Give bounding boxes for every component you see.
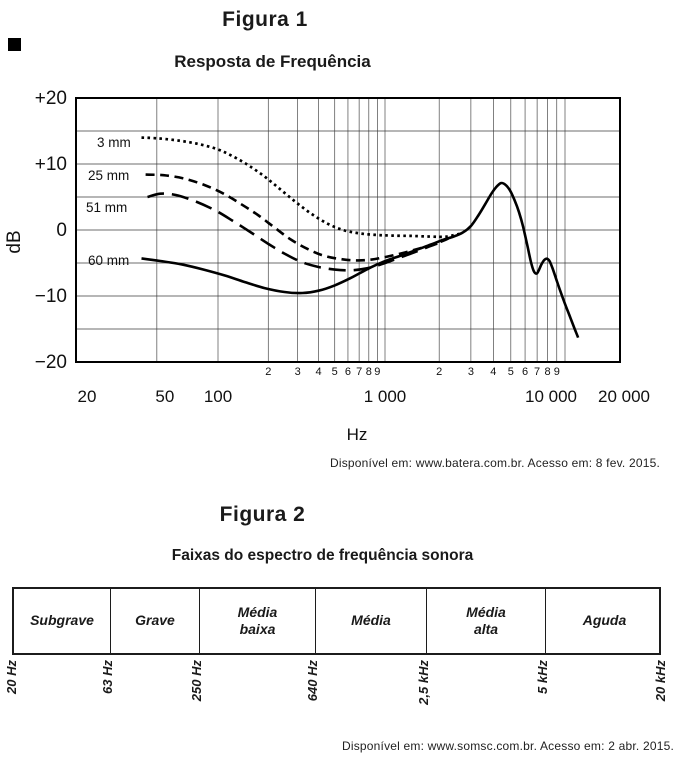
y-axis-tick-label: −10 — [35, 286, 67, 307]
x-axis-minor-label: 6 — [522, 366, 528, 378]
x-axis-minor-label: 4 — [490, 366, 496, 378]
x-axis-minor-label: 2 — [436, 366, 442, 378]
band-cell-aguda: Aguda — [545, 589, 663, 653]
series-curve-60mm — [141, 181, 580, 339]
series-label: 60 mm — [88, 253, 129, 268]
x-axis-tick-label: 20 — [78, 387, 97, 406]
x-axis-minor-label: 7 — [356, 366, 362, 378]
x-axis-minor-label: 5 — [332, 366, 338, 378]
x-axis-minor-label: 3 — [468, 366, 474, 378]
band-cell-média-baixa: Média baixa — [199, 589, 315, 653]
series-label: 25 mm — [88, 168, 129, 183]
y-axis-tick-label: +20 — [35, 88, 67, 109]
series-curve-3mm — [141, 136, 463, 239]
figure1-source-attribution: Disponível em: www.batera.com.br. Acesso… — [330, 456, 660, 470]
frequency-boundary-labels: 20 Hz 63 Hz 250 Hz 640 Hz 2,5 kHz 5 kHz 20 kHz — [4, 657, 672, 733]
figure1-chart-title: Resposta de Frequência — [174, 52, 371, 71]
y-axis-tick-label: 0 — [56, 220, 67, 241]
y-axis-tick-label: −20 — [35, 352, 67, 373]
x-axis-minor-label: 9 — [554, 366, 560, 378]
x-axis-tick-label: 20 000 — [598, 387, 650, 406]
y-axis-title: dB — [4, 230, 25, 253]
band-cell-grave: Grave — [110, 589, 199, 653]
x-axis-tick-label: 50 — [155, 387, 174, 406]
series-curve-51mm — [147, 192, 438, 272]
x-axis-tick-label: 100 — [204, 387, 232, 406]
series-curve-25mm — [145, 173, 449, 262]
x-axis-minor-label: 2 — [265, 366, 271, 378]
scan-artifact-square — [8, 38, 21, 51]
band-cell-média: Média — [315, 589, 426, 653]
x-axis-minor-label: 4 — [315, 366, 321, 378]
boundary-frequency-label: 250 Hz — [189, 660, 204, 702]
x-axis-tick-label: 1 000 — [364, 387, 407, 406]
plot-border — [75, 97, 621, 363]
x-axis-tick-label: 10 000 — [525, 387, 577, 406]
figure2-chart-title: Faixas do espectro de frequência sonora — [171, 547, 474, 564]
series-label: 3 mm — [97, 135, 131, 150]
figure2-title: Figura 2 — [219, 503, 306, 526]
figure2-source-attribution: Disponível em: www.somsc.com.br. Acesso … — [341, 739, 674, 753]
x-axis-minor-label: 5 — [508, 366, 514, 378]
boundary-frequency-label: 640 Hz — [305, 660, 320, 702]
boundary-frequency-label: 20 kHz — [653, 660, 668, 702]
x-axis-minor-label: 6 — [345, 366, 351, 378]
boundary-frequency-label: 63 Hz — [100, 660, 115, 694]
band-cell-subgrave: Subgrave — [30, 612, 94, 629]
boundary-frequency-label: 2,5 kHz — [416, 660, 431, 705]
x-axis-minor-label: 8 — [544, 366, 550, 378]
frequency-bands-table: Subgrave Grave Média baixa Média Média alta A… — [12, 587, 661, 655]
x-axis-minor-label: 7 — [534, 366, 540, 378]
x-axis-minor-label: 8 — [366, 366, 372, 378]
series-label: 51 mm — [86, 200, 127, 215]
x-axis-minor-label: 9 — [374, 366, 380, 378]
x-axis-minor-label: 3 — [295, 366, 301, 378]
boundary-frequency-label: 5 kHz — [535, 660, 550, 694]
figure1-title: Figura 1 — [222, 8, 308, 31]
band-cell-média-alta: Média alta — [426, 589, 545, 653]
x-axis-title: Hz — [347, 425, 368, 444]
y-axis-tick-label: +10 — [35, 154, 67, 175]
boundary-frequency-label: 20 Hz — [4, 660, 19, 694]
